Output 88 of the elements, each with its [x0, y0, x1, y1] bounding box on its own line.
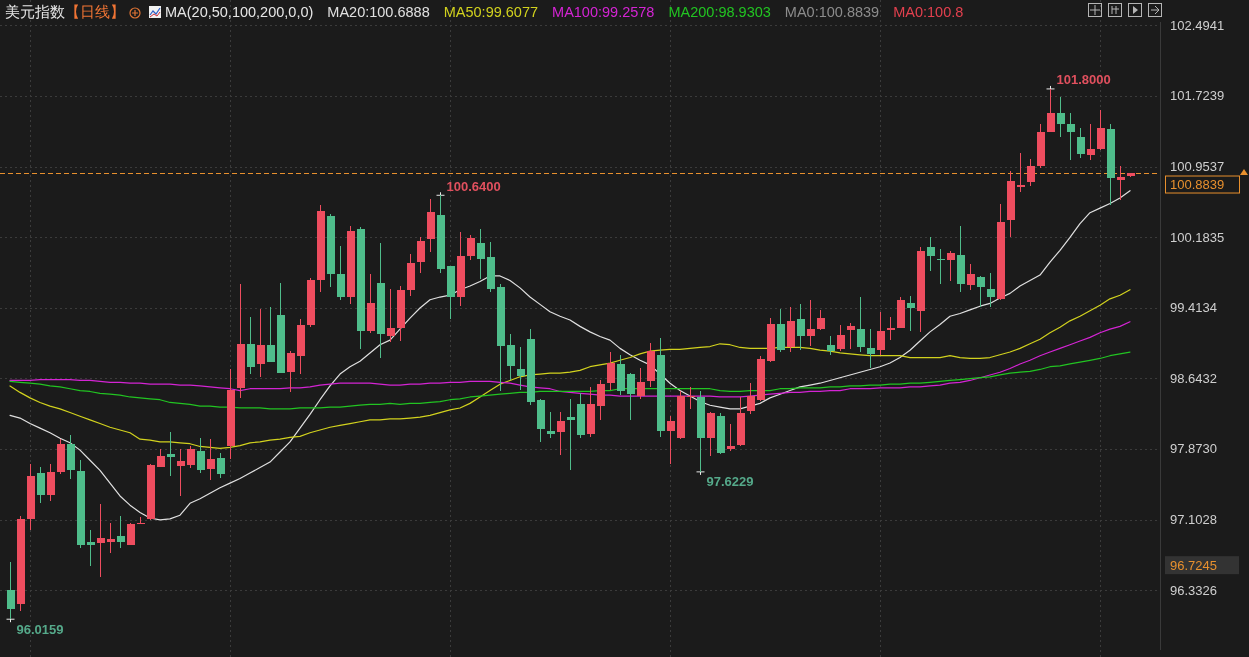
annotation: 100.6400	[446, 178, 501, 194]
text: MA0:100.8839	[784, 4, 880, 20]
text: 96.7245	[1170, 557, 1217, 573]
candlestick	[186, 445, 195, 469]
candlestick	[466, 234, 475, 261]
candlestick	[266, 306, 275, 363]
candlestick	[6, 561, 15, 620]
candlestick	[256, 308, 265, 378]
candlestick	[906, 295, 915, 332]
candlestick	[386, 288, 395, 343]
candlestick	[746, 382, 755, 415]
text: MA0:100.8	[893, 4, 964, 20]
line-series	[9, 289, 1131, 449]
candlestick	[476, 228, 485, 280]
candlestick	[206, 438, 215, 481]
candlestick	[516, 346, 525, 391]
candlestick	[1116, 165, 1125, 201]
candlestick	[1086, 123, 1095, 161]
candlestick	[286, 350, 295, 393]
candlestick	[886, 316, 895, 341]
candlestick	[876, 311, 885, 356]
y-tick-label: 99.4134	[1170, 300, 1217, 316]
candlestick	[116, 515, 125, 549]
candlestick	[546, 411, 555, 439]
line-series	[9, 351, 1131, 410]
candlestick	[506, 333, 515, 381]
candlestick	[196, 437, 205, 474]
candlestick	[686, 386, 695, 410]
annotation: 96.0159	[16, 621, 64, 637]
chart-title: 美元指数	[5, 4, 65, 20]
text: MA50:99.6077	[443, 4, 539, 20]
candlestick	[1076, 127, 1085, 159]
candlestick	[946, 250, 955, 282]
y-tick-label: 97.1028	[1170, 512, 1217, 528]
candlestick	[796, 303, 805, 351]
y-tick-label: 101.7239	[1170, 88, 1225, 104]
candlestick	[606, 351, 615, 391]
candlestick	[36, 466, 45, 504]
candlestick	[856, 296, 865, 353]
candlestick	[96, 503, 105, 578]
candlestick	[106, 522, 115, 554]
candlestick	[86, 529, 95, 567]
candlestick	[336, 245, 345, 301]
candlestick	[836, 324, 845, 352]
candlestick	[826, 335, 835, 356]
candlestick	[806, 299, 815, 347]
candlestick	[926, 236, 935, 272]
text: MA200:98.9303	[668, 4, 771, 20]
candlestick	[556, 411, 565, 456]
y-tick-label: 96.3326	[1170, 582, 1217, 598]
candlestick	[846, 322, 855, 350]
candlestick	[626, 372, 635, 421]
candlestick	[1016, 152, 1025, 193]
candlestick	[1056, 96, 1065, 138]
candlestick	[986, 272, 995, 308]
chart-subtitle: 【日线】	[65, 4, 125, 20]
y-tick-label: 97.8730	[1170, 441, 1217, 457]
candlestick	[416, 236, 425, 274]
text: MA100:99.2578	[552, 4, 655, 20]
text: 100.8839	[1170, 177, 1225, 193]
candlestick	[666, 415, 675, 465]
candlestick	[126, 522, 135, 546]
candlestick	[596, 379, 605, 421]
candlestick	[936, 248, 945, 285]
candlestick	[1026, 158, 1035, 187]
candlestick	[46, 463, 55, 502]
candlestick	[246, 316, 255, 375]
y-tick-label: 98.6432	[1170, 370, 1217, 386]
y-tick-label: 100.9537	[1170, 159, 1225, 175]
candlestick	[166, 431, 175, 477]
annotation: 97.6229	[706, 474, 754, 490]
text: MA20:100.6888	[327, 4, 430, 20]
candlestick	[176, 448, 185, 497]
candlestick	[566, 398, 575, 471]
legend-title: MA(20,50,100,200,0,0)	[165, 4, 314, 20]
candlestick	[216, 452, 225, 479]
candlestick	[976, 275, 985, 308]
line-series	[9, 190, 1131, 521]
candlestick	[866, 328, 875, 369]
candlestick	[1066, 112, 1075, 161]
annotation: 101.8000	[1056, 72, 1111, 88]
candlestick	[1046, 88, 1055, 133]
candlestick	[816, 309, 825, 331]
candlestick	[1096, 109, 1105, 151]
candlestick	[636, 367, 645, 400]
y-tick-label: 102.4941	[1170, 17, 1225, 33]
y-tick-label: 100.1835	[1170, 229, 1225, 245]
candlestick	[966, 263, 975, 291]
